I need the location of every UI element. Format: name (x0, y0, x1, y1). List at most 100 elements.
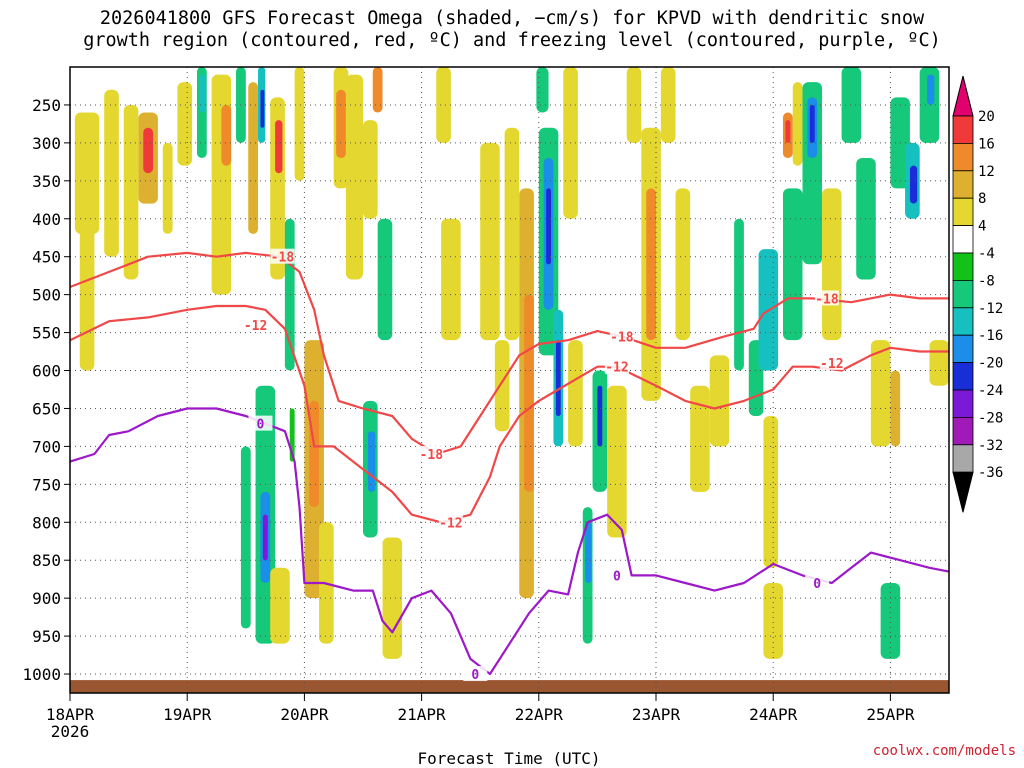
omega-cell (763, 582, 783, 659)
contour-label-bg (819, 354, 844, 370)
y-tick-label: 1000 (22, 665, 61, 684)
contour-label-bg (438, 514, 463, 530)
plot-border (69, 66, 950, 694)
omega-cell (792, 82, 803, 166)
colorbar-label: 16 (978, 136, 995, 152)
omega-cell (275, 120, 283, 174)
omega-cell (123, 104, 139, 280)
colorbar-segment (952, 197, 974, 226)
x-tick-label: 21APR (398, 705, 447, 724)
colorbar-label: 8 (978, 191, 986, 207)
omega-cell (377, 218, 393, 341)
omega-cell (480, 142, 500, 341)
contour-label: 0 (471, 668, 479, 683)
omega-cell (568, 340, 583, 447)
omega-cell (382, 537, 403, 659)
y-tick-label: 550 (32, 324, 61, 343)
omega-cell (626, 67, 642, 143)
colorbar-segment (952, 252, 974, 281)
omega-cell (809, 104, 815, 143)
ground-strip (70, 680, 949, 693)
colorbar-label: -20 (978, 356, 1003, 372)
y-tick-label: 350 (32, 172, 61, 191)
contour-label-bg (609, 328, 634, 344)
omega-cell (436, 67, 451, 143)
contour-label: -18 (271, 251, 295, 266)
x-tick-label: 23APR (632, 705, 681, 724)
omega-cell (494, 340, 510, 432)
contour-line (69, 251, 949, 456)
omega-shading (74, 67, 949, 659)
contour-line (69, 304, 949, 524)
colorbar-segment (952, 307, 974, 336)
omega-cell (880, 582, 901, 659)
contour-label-bg (805, 574, 830, 590)
colorbar-segment (952, 362, 974, 391)
x-axis-ticks: 18APR 19APR 20APR 21APR 22APR 23APR 24APR 25APR (46, 693, 915, 724)
colorbar-label: -16 (978, 328, 1003, 344)
omega-cell (607, 385, 627, 538)
title-line-1: 2026041800 GFS Forecast Omega (shaded, −… (99, 8, 925, 29)
omega-cell (260, 89, 265, 128)
x-tick-label: 20APR (280, 705, 329, 724)
omega-cell (841, 67, 862, 143)
omega-cell (909, 165, 918, 204)
omega-cell (785, 120, 791, 143)
colorbar-label: -28 (978, 410, 1003, 426)
x-axis-label: Forecast Time (UTC) (417, 749, 600, 768)
omega-cell (240, 446, 251, 629)
y-tick-label: 300 (32, 134, 61, 153)
omega-cell (177, 82, 193, 166)
contour-label-bg (419, 445, 444, 461)
y-tick-label: 500 (32, 286, 61, 305)
y-axis-ticks: 250 300 350 400 450 500 550 600 650 700 750 800 850 9… (22, 96, 70, 684)
colorbar-segment (952, 142, 974, 172)
omega-cell (104, 89, 119, 257)
contour-label: 0 (257, 418, 265, 433)
y-tick-label: 850 (32, 551, 61, 570)
y-tick-label: 250 (32, 96, 61, 115)
omega-cell (294, 67, 305, 181)
colorbar-segment (952, 389, 974, 418)
contour-label: -12 (605, 361, 628, 376)
colorbar: 20 16 12 8 4 -4 -8 -12 -16 -20 -24 -28 -32 -36 (952, 75, 1003, 513)
omega-cell (199, 74, 206, 113)
title-line-2: growth region (contoured, red, ºC) and f… (83, 30, 941, 51)
omega-cell (929, 340, 949, 386)
omega-cell (372, 67, 383, 113)
x-tick-label: 22APR (515, 705, 564, 724)
omega-cell (675, 188, 691, 341)
omega-cell (660, 67, 676, 143)
x-tick-label: 24APR (749, 705, 798, 724)
omega-cell (143, 127, 154, 174)
omega-cell (309, 400, 320, 508)
contour-label-bg (248, 415, 273, 431)
contour-label-bg (463, 666, 488, 682)
contour-label-bg (604, 358, 629, 374)
contour-label: -12 (820, 357, 843, 372)
omega-cell (363, 120, 378, 219)
contour-label: -12 (244, 319, 267, 334)
omega-cell (709, 355, 730, 447)
ground-surface (70, 680, 949, 693)
x-tick-label: 19APR (163, 705, 212, 724)
x-tick-label: 25APR (866, 705, 915, 724)
omega-cell (782, 188, 803, 341)
omega-cell (536, 67, 549, 113)
omega-cell (822, 188, 842, 341)
source-credit: coolwx.com/models (872, 743, 1016, 759)
y-tick-label: 750 (32, 475, 61, 494)
colorbar-segment (952, 279, 974, 309)
contour-label: -18 (610, 330, 634, 345)
omega-cell (646, 188, 656, 341)
omega-cell (441, 218, 461, 341)
contour-label-bg (270, 248, 295, 264)
colorbar-segment (952, 225, 974, 254)
colorbar-label: -36 (978, 465, 1003, 481)
omega-cell (927, 74, 935, 105)
colorbar-top-arrow (952, 75, 974, 117)
x-axis-year-label: 2026 (51, 722, 90, 741)
y-tick-label: 600 (32, 362, 61, 381)
colorbar-label: -8 (978, 273, 995, 289)
